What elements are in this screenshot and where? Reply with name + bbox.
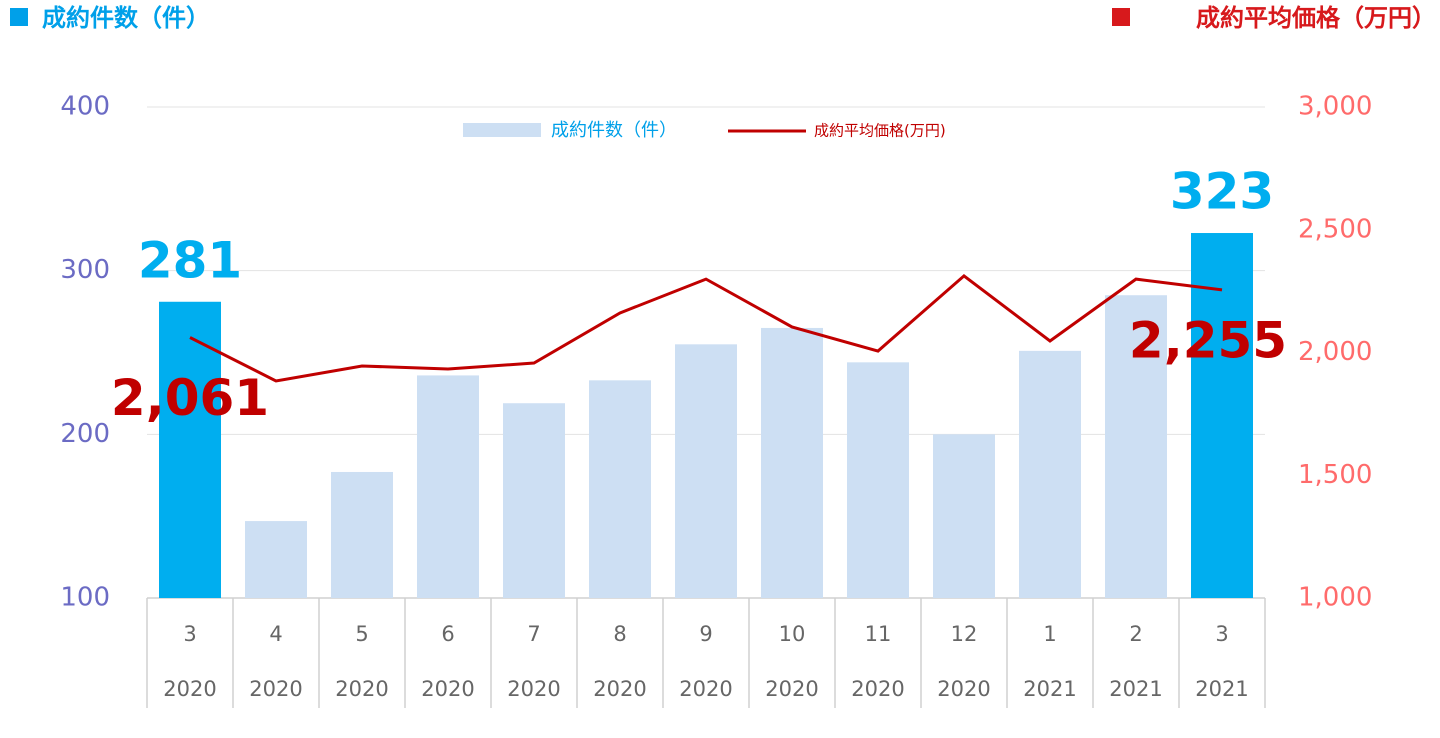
bar [1105, 295, 1167, 598]
y2-tick-label: 1,500 [1298, 460, 1372, 490]
legend-label: 成約平均価格(万円) [814, 122, 946, 140]
y2-tick-label: 2,500 [1298, 214, 1372, 244]
x-group-label: 2020 [593, 677, 646, 701]
x-group-label: 2021 [1023, 677, 1076, 701]
x-tick-label: 11 [865, 622, 892, 646]
line-value-label: 2,061 [111, 369, 269, 427]
x-group-label: 2020 [421, 677, 474, 701]
x-group-label: 2021 [1109, 677, 1162, 701]
x-tick-label: 1 [1043, 622, 1056, 646]
y2-title-marker [1112, 8, 1130, 26]
x-tick-label: 7 [527, 622, 540, 646]
bar [1019, 350, 1081, 598]
x-tick-label: 5 [355, 622, 368, 646]
y2-axis-title: 成約平均価格（万円） [1196, 4, 1436, 32]
bar [245, 521, 307, 598]
bar-value-label: 323 [1170, 163, 1274, 221]
x-tick-label: 9 [699, 622, 712, 646]
y2-tick-label: 1,000 [1298, 583, 1372, 613]
bar-value-label: 281 [138, 231, 242, 289]
x-tick-label: 6 [441, 622, 454, 646]
x-group-label: 2020 [851, 677, 904, 701]
x-tick-label: 2 [1129, 622, 1142, 646]
y-tick-label: 200 [60, 419, 110, 449]
y-title-marker [10, 8, 28, 26]
bar [1191, 233, 1253, 599]
x-tick-label: 8 [613, 622, 626, 646]
legend-label: 成約件数（件） [551, 120, 677, 141]
x-group-label: 2020 [679, 677, 732, 701]
bar [933, 434, 995, 598]
x-group-label: 2020 [765, 677, 818, 701]
line-value-label: 2,255 [1129, 311, 1287, 369]
legend-bar-swatch [463, 123, 541, 137]
x-tick-label: 3 [183, 622, 196, 646]
y2-tick-label: 3,000 [1298, 92, 1372, 122]
x-group-label: 2020 [507, 677, 560, 701]
bar [503, 403, 565, 598]
x-group-label: 2020 [335, 677, 388, 701]
y2-tick-label: 2,000 [1298, 337, 1372, 367]
x-tick-label: 10 [779, 622, 806, 646]
bar [159, 301, 221, 598]
x-tick-label: 4 [269, 622, 282, 646]
bar [675, 344, 737, 598]
y-axis-title: 成約件数（件） [42, 4, 210, 32]
y-tick-label: 300 [60, 255, 110, 285]
x-group-label: 2020 [249, 677, 302, 701]
line [189, 273, 1223, 383]
x-tick-label: 3 [1215, 622, 1228, 646]
y-tick-label: 100 [60, 583, 110, 613]
x-tick-label: 12 [951, 622, 978, 646]
x-group-label: 2020 [937, 677, 990, 701]
bar [331, 471, 393, 598]
y-tick-label: 400 [60, 92, 110, 122]
bar [589, 380, 651, 598]
bar [761, 327, 823, 598]
bar [417, 375, 479, 598]
x-group-label: 2020 [163, 677, 216, 701]
x-group-label: 2021 [1195, 677, 1248, 701]
bar [847, 362, 909, 598]
